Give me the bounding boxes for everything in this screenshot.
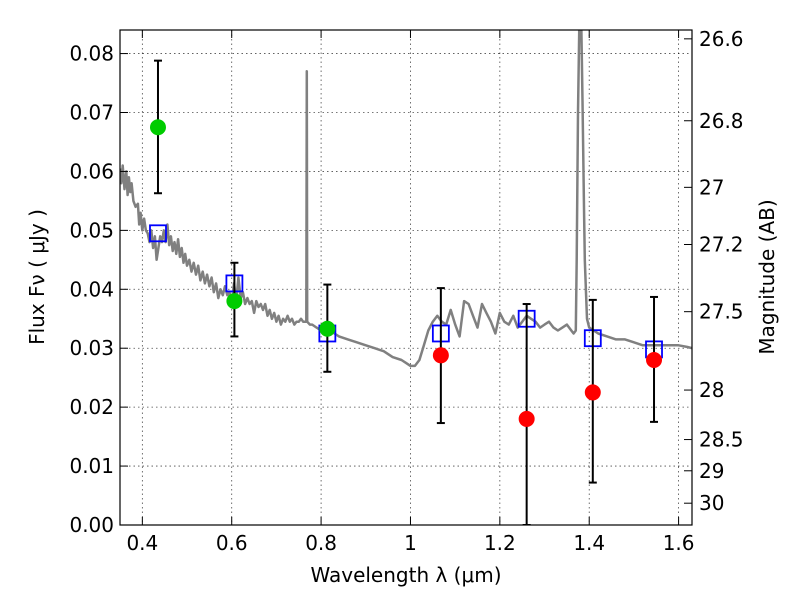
y-tick-label: 0.04 bbox=[69, 277, 114, 301]
axes-frame bbox=[119, 29, 693, 526]
x-axis-title: Wavelength λ (μm) bbox=[310, 563, 501, 587]
observed-flux-point bbox=[149, 119, 166, 136]
x-tick-label: 1.2 bbox=[484, 531, 516, 555]
observed-flux-point bbox=[319, 320, 336, 337]
y-tick-label: 0.06 bbox=[69, 159, 114, 183]
model-photometry-marker bbox=[149, 224, 167, 243]
observed-flux-point bbox=[226, 293, 243, 310]
y-tick-label: 0.02 bbox=[69, 395, 114, 419]
series-layer bbox=[120, 30, 692, 525]
right-tick-label: 30 bbox=[699, 491, 724, 515]
x-tick-label: 1 bbox=[404, 531, 417, 555]
x-tick-label: 0.8 bbox=[305, 531, 337, 555]
observed-flux-point bbox=[518, 410, 535, 427]
observed-flux-point bbox=[432, 347, 449, 364]
x-tick-label: 1.4 bbox=[573, 531, 605, 555]
y-tick-label: 0.05 bbox=[69, 218, 114, 242]
right-tick-label: 26.8 bbox=[699, 109, 744, 133]
right-tick-label: 28.5 bbox=[699, 428, 744, 452]
right-tick-label: 28 bbox=[699, 378, 724, 402]
x-tick-label: 0.4 bbox=[126, 531, 158, 555]
plot-area bbox=[120, 30, 692, 525]
tick-labels: 0.4 0.6 0.8 1 1.2 1.4 1.6 0.00 0.01 0.02 0.03 0.04 0… bbox=[69, 27, 743, 555]
plot-frame bbox=[119, 29, 693, 526]
observed-flux-point bbox=[646, 352, 663, 368]
right-tick-label: 29 bbox=[699, 459, 724, 483]
y-tick-label: 0.07 bbox=[69, 101, 114, 125]
right-tick-label: 27 bbox=[699, 175, 724, 199]
right-tick-label: 27.2 bbox=[699, 233, 744, 257]
spectrum-line bbox=[120, 30, 692, 368]
y-tick-label: 0.08 bbox=[69, 42, 114, 66]
observed-flux-point bbox=[584, 384, 601, 401]
y-tick-label: 0.00 bbox=[69, 513, 114, 537]
right-tick-label: 26.6 bbox=[699, 27, 744, 51]
x-tick-label: 1.6 bbox=[663, 531, 695, 555]
y-tick-label: 0.03 bbox=[69, 336, 114, 360]
y-axis-title: Flux Fν ( μJy ) bbox=[25, 209, 49, 345]
x-tick-label: 0.6 bbox=[216, 531, 248, 555]
right-axis-title: Magnitude (AB) bbox=[755, 199, 779, 354]
right-tick-label: 27.5 bbox=[699, 300, 744, 324]
y-tick-label: 0.01 bbox=[69, 454, 114, 478]
